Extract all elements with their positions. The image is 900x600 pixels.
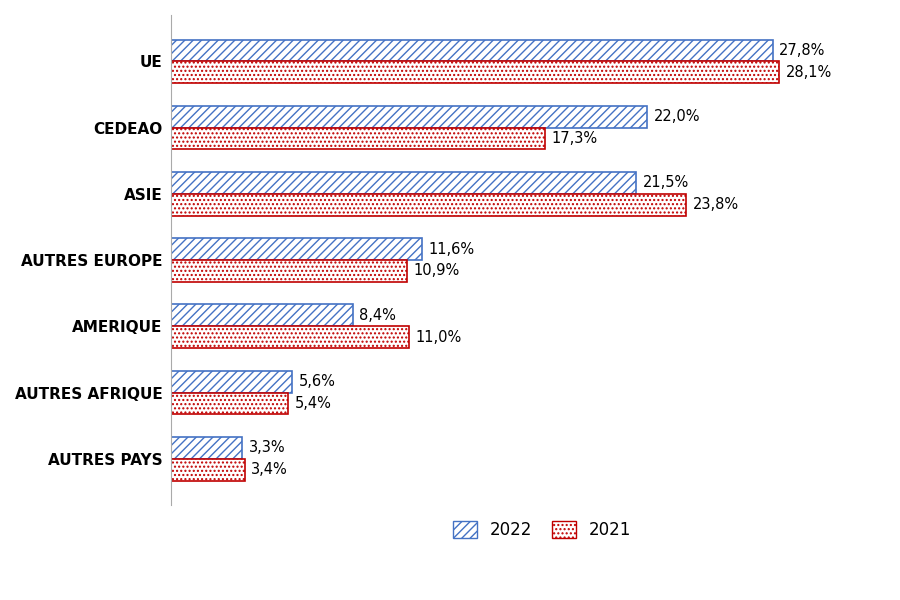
Bar xyxy=(171,194,686,215)
Text: 3,3%: 3,3% xyxy=(249,440,285,455)
Text: 3,4%: 3,4% xyxy=(251,462,288,477)
Text: 21,5%: 21,5% xyxy=(643,175,689,190)
Text: 23,8%: 23,8% xyxy=(692,197,739,212)
Bar xyxy=(171,260,407,282)
Text: 11,6%: 11,6% xyxy=(428,242,474,257)
Text: 17,3%: 17,3% xyxy=(552,131,598,146)
Text: 10,9%: 10,9% xyxy=(413,263,460,278)
Bar xyxy=(171,304,353,326)
Text: 11,0%: 11,0% xyxy=(416,330,462,345)
Text: 5,4%: 5,4% xyxy=(294,396,331,411)
Text: 5,6%: 5,6% xyxy=(299,374,336,389)
Bar xyxy=(171,392,288,415)
Bar xyxy=(171,437,242,459)
Bar xyxy=(171,106,647,128)
Bar xyxy=(171,40,772,61)
Bar xyxy=(171,238,422,260)
Text: 27,8%: 27,8% xyxy=(779,43,825,58)
Bar xyxy=(171,61,779,83)
Text: 22,0%: 22,0% xyxy=(653,109,700,124)
Bar xyxy=(171,371,292,392)
Bar xyxy=(171,326,410,348)
Bar xyxy=(171,172,636,194)
Legend: 2022, 2021: 2022, 2021 xyxy=(446,514,638,546)
Bar xyxy=(171,128,545,149)
Text: 8,4%: 8,4% xyxy=(359,308,396,323)
Bar xyxy=(171,459,245,481)
Text: 28,1%: 28,1% xyxy=(786,65,832,80)
